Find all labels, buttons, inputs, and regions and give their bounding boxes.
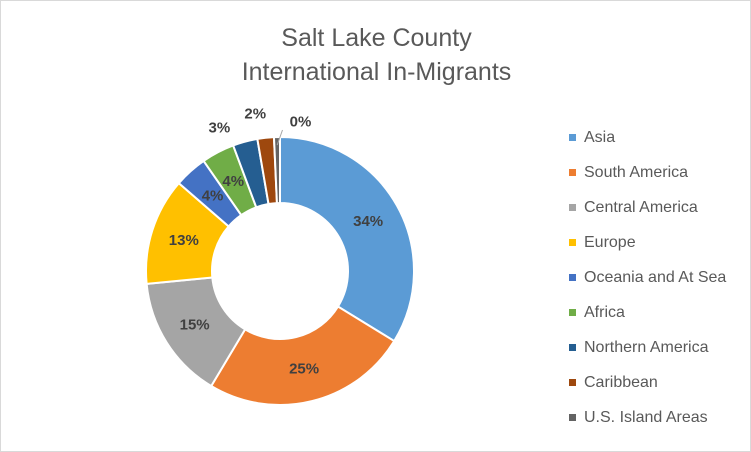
legend-label: U.S. Island Areas	[584, 408, 708, 426]
chart-legend: Asia South America Central America Europe Oc…	[569, 120, 726, 435]
legend-swatch	[569, 134, 576, 141]
slice-asia	[279, 135, 415, 343]
legend-label: Central America	[584, 198, 698, 216]
legend-swatch	[569, 274, 576, 281]
legend-item-northern-america: Northern America	[569, 330, 726, 365]
chart-title: Salt Lake County International In-Migran…	[1, 21, 750, 89]
data-label-northern-america: 3%	[209, 120, 231, 137]
data-label-central-america: 15%	[180, 316, 210, 333]
legend-swatch	[569, 414, 576, 421]
data-label-oceania-and-at-sea: 4%	[202, 187, 224, 204]
legend-swatch	[569, 239, 576, 246]
chart-title-line-1: Salt Lake County	[281, 24, 472, 52]
data-label-europe: 13%	[169, 232, 199, 249]
data-label-south-america: 25%	[289, 361, 319, 378]
legend-item-south-america: South America	[569, 155, 726, 190]
legend-item-caribbean: Caribbean	[569, 365, 726, 400]
legend-item-asia: Asia	[569, 120, 726, 155]
slice-u-s-island-areas	[272, 135, 281, 205]
legend-item-africa: Africa	[569, 295, 726, 330]
slice-south-america	[209, 305, 396, 406]
legend-swatch	[569, 379, 576, 386]
legend-item-europe: Europe	[569, 225, 726, 260]
legend-swatch	[569, 344, 576, 351]
legend-label: Africa	[584, 303, 625, 321]
legend-label: Europe	[584, 233, 636, 251]
legend-label: Asia	[584, 128, 616, 146]
legend-item-oceania-and-at-sea: Oceania and At Sea	[569, 260, 726, 295]
leader-line-u-s-island-areas	[276, 129, 283, 146]
legend-label: Northern America	[584, 338, 709, 356]
legend-label: South America	[584, 163, 689, 181]
legend-swatch	[569, 204, 576, 211]
data-label-caribbean: 2%	[244, 106, 266, 123]
legend-item-u-s-island-areas: U.S. Island Areas	[569, 400, 726, 435]
data-label-asia: 34%	[353, 213, 383, 230]
legend-label: Oceania and At Sea	[584, 268, 727, 286]
legend-label: Caribbean	[584, 373, 658, 391]
data-label-u-s-island-areas: 0%	[290, 114, 312, 131]
legend-item-central-america: Central America	[569, 190, 726, 225]
chart-title-line-2: International In-Migrants	[241, 58, 512, 86]
legend-swatch	[569, 169, 576, 176]
legend-swatch	[569, 309, 576, 316]
data-label-africa: 4%	[222, 173, 244, 190]
